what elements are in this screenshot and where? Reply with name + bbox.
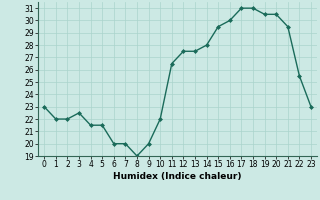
X-axis label: Humidex (Indice chaleur): Humidex (Indice chaleur): [113, 172, 242, 181]
